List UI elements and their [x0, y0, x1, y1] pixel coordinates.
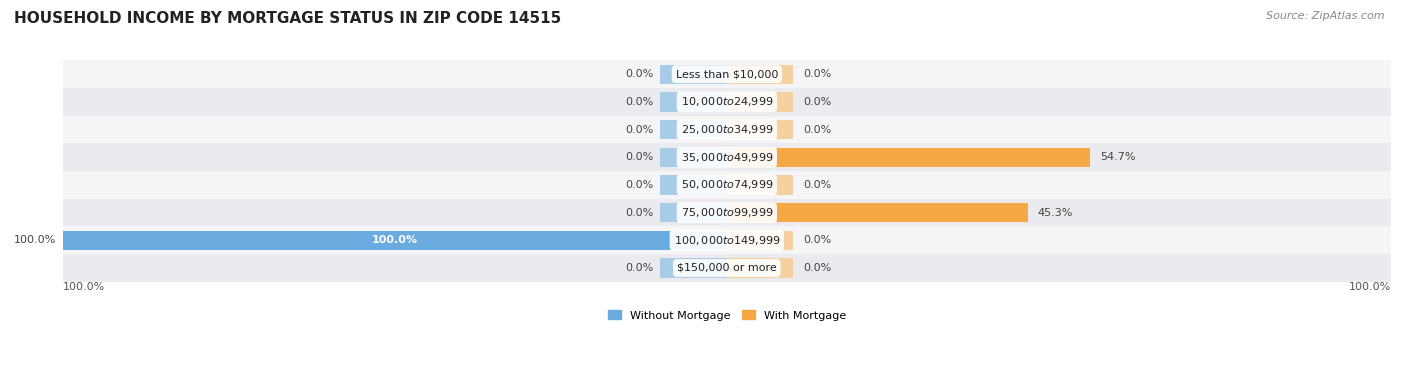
Text: 0.0%: 0.0%	[803, 97, 831, 107]
Bar	[63, 226, 1391, 254]
Text: 0.0%: 0.0%	[803, 263, 831, 273]
Text: 100.0%: 100.0%	[63, 282, 105, 292]
Text: $25,000 to $34,999: $25,000 to $34,999	[681, 123, 773, 136]
Text: 0.0%: 0.0%	[626, 180, 654, 190]
Text: $10,000 to $24,999: $10,000 to $24,999	[681, 95, 773, 108]
Text: 0.0%: 0.0%	[803, 69, 831, 79]
Text: 54.7%: 54.7%	[1099, 152, 1136, 162]
Bar	[63, 171, 1391, 199]
Text: $100,000 to $149,999: $100,000 to $149,999	[673, 234, 780, 247]
Bar	[727, 175, 793, 195]
Text: HOUSEHOLD INCOME BY MORTGAGE STATUS IN ZIP CODE 14515: HOUSEHOLD INCOME BY MORTGAGE STATUS IN Z…	[14, 11, 561, 26]
Text: 100.0%: 100.0%	[14, 235, 56, 245]
Bar	[727, 65, 793, 84]
Bar	[63, 254, 1391, 282]
Bar	[63, 143, 1391, 171]
Bar	[727, 203, 1028, 222]
Text: Less than $10,000: Less than $10,000	[676, 69, 778, 79]
Bar	[63, 231, 727, 250]
Text: Source: ZipAtlas.com: Source: ZipAtlas.com	[1267, 11, 1385, 21]
Bar	[661, 65, 727, 84]
Text: $50,000 to $74,999: $50,000 to $74,999	[681, 178, 773, 191]
Bar	[661, 92, 727, 112]
Bar	[661, 258, 727, 278]
Bar	[661, 120, 727, 139]
Bar	[661, 147, 727, 167]
Text: 0.0%: 0.0%	[626, 208, 654, 218]
Bar	[727, 120, 793, 139]
Text: 100.0%: 100.0%	[1348, 282, 1391, 292]
Text: 0.0%: 0.0%	[626, 125, 654, 135]
Text: 0.0%: 0.0%	[803, 235, 831, 245]
Bar	[661, 203, 727, 222]
Bar	[727, 147, 1090, 167]
Text: 0.0%: 0.0%	[626, 97, 654, 107]
Bar	[727, 231, 793, 250]
Bar	[63, 116, 1391, 143]
Bar	[63, 199, 1391, 226]
Bar	[727, 258, 793, 278]
Bar	[661, 175, 727, 195]
Text: $75,000 to $99,999: $75,000 to $99,999	[681, 206, 773, 219]
Text: 45.3%: 45.3%	[1038, 208, 1073, 218]
Bar	[727, 92, 793, 112]
Text: $35,000 to $49,999: $35,000 to $49,999	[681, 151, 773, 164]
Text: 0.0%: 0.0%	[626, 152, 654, 162]
Text: $150,000 or more: $150,000 or more	[676, 263, 776, 273]
Text: 0.0%: 0.0%	[626, 263, 654, 273]
Legend: Without Mortgage, With Mortgage: Without Mortgage, With Mortgage	[603, 306, 851, 325]
Text: 0.0%: 0.0%	[803, 180, 831, 190]
Bar	[63, 60, 1391, 88]
Text: 0.0%: 0.0%	[626, 69, 654, 79]
Bar	[63, 88, 1391, 116]
Text: 100.0%: 100.0%	[371, 235, 418, 245]
Text: 0.0%: 0.0%	[803, 125, 831, 135]
